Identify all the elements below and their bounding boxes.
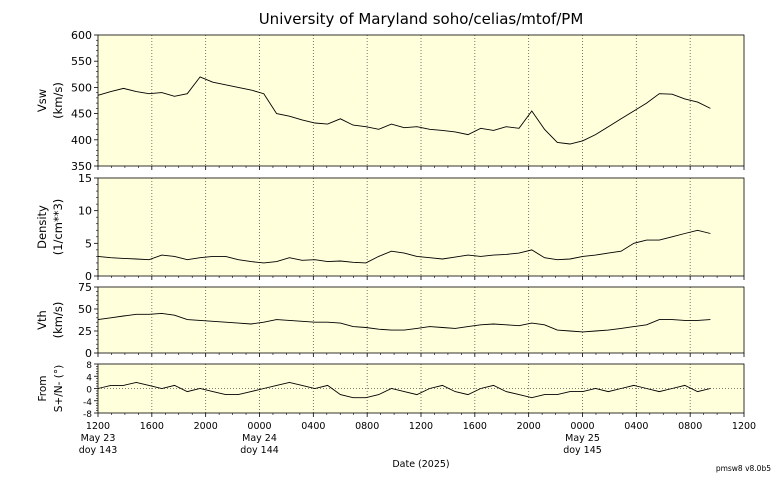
x-tick-label: 0400: [624, 421, 648, 432]
y-tick-label: 400: [71, 134, 92, 147]
day-date-label: May 25: [565, 433, 600, 444]
y-tick-label: 10: [78, 205, 92, 218]
y-axis-label: Vth: [35, 310, 49, 330]
y-tick-label: 500: [71, 81, 92, 94]
y-axis-unit: (km/s): [51, 302, 65, 339]
y-axis-label: Vsw: [35, 89, 49, 112]
y-tick-label: 50: [78, 303, 92, 316]
panel-4: -8 -4 0 4 8 From S+/N- (°): [37, 361, 745, 420]
x-tick-label: 1600: [463, 421, 487, 432]
y-tick-label: 0: [86, 386, 92, 396]
y-axis-label: From: [37, 375, 49, 401]
y-tick-label: 600: [71, 29, 92, 42]
y-tick-label: 5: [85, 237, 92, 250]
y-axis-label: Density: [35, 205, 49, 249]
x-axis: 1200 1600 2000 0000 0400 0800 1200 1600 2000 0000…: [79, 421, 756, 456]
chart-title: University of Maryland soho/celias/mtof/…: [259, 10, 584, 28]
day-doy-label: doy 144: [240, 445, 279, 456]
x-tick-label: 2000: [194, 421, 218, 432]
y-axis-unit: (km/s): [51, 82, 65, 119]
series-line: [97, 381, 711, 399]
panel-2: 0 5 10 15 Density (1/cm**3): [35, 172, 745, 283]
x-tick-label: 0000: [570, 421, 594, 432]
y-tick-label: 0: [85, 270, 92, 283]
x-tick-label: 1600: [140, 421, 164, 432]
y-tick-label: 350: [71, 160, 92, 173]
y-tick-label: 4: [86, 373, 92, 383]
panel-3: 0 25 50 75 Vth (km/s): [35, 281, 745, 360]
panel-1: 350 400 450 500 550 600 Vsw (km/s): [35, 29, 745, 173]
y-tick-label: 8: [86, 361, 92, 371]
x-tick-label: 2000: [517, 421, 541, 432]
y-tick-label: 0: [85, 347, 92, 360]
series-line: [97, 229, 711, 264]
x-tick-label: 0400: [301, 421, 325, 432]
x-tick-label: 1200: [409, 421, 433, 432]
x-tick-label: 0000: [247, 421, 271, 432]
y-tick-label: -8: [83, 410, 92, 420]
y-tick-label: 25: [78, 325, 92, 338]
y-axis-unit: (1/cm**3): [51, 199, 65, 256]
series-line: [97, 312, 711, 333]
y-tick-label: 15: [78, 172, 92, 185]
day-date-label: May 23: [81, 433, 116, 444]
y-tick-label: -4: [83, 398, 92, 408]
y-tick-label: 75: [78, 281, 92, 294]
y-tick-label: 450: [71, 108, 92, 121]
y-axis-unit: S+/N- (°): [53, 365, 65, 412]
day-doy-label: doy 145: [563, 445, 602, 456]
version-note: pmsw8 v8.0b5: [716, 464, 771, 473]
x-tick-label: 1200: [86, 421, 110, 432]
x-tick-label: 0800: [355, 421, 379, 432]
x-tick-label: 1200: [732, 421, 756, 432]
x-tick-label: 0800: [678, 421, 702, 432]
y-tick-label: 550: [71, 55, 92, 68]
x-axis-label: Date (2025): [392, 459, 449, 470]
day-doy-label: doy 143: [79, 445, 118, 456]
series-line: [97, 76, 711, 145]
day-date-label: May 24: [242, 433, 277, 444]
